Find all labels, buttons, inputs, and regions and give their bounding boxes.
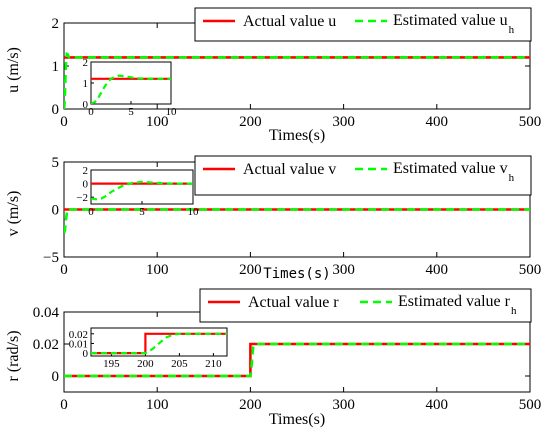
y-tick-label: 0 (52, 203, 60, 219)
inset-y-tick-label: 0 (83, 348, 89, 360)
x-axis-label: Times(s) (263, 266, 330, 282)
inset-plot: 0 5 10 −20 2 (76, 165, 199, 218)
x-tick-label: 300 (332, 397, 355, 413)
x-tick-label: 200 (239, 262, 262, 278)
x-tick-label: 300 (332, 262, 355, 278)
inset-y-tick-label: 0 (83, 99, 89, 111)
legend: Actual value u Estimated value uh (194, 7, 532, 42)
legend-label-subscript: h (509, 24, 515, 36)
series-line-estimated (64, 206, 530, 234)
inset-y-tick-label: 0.02 (69, 329, 88, 341)
x-tick-label: 400 (426, 397, 449, 413)
x-axis-label: Times(s) (269, 411, 325, 428)
y-tick-label: 2 (52, 16, 60, 32)
legend-label-estimated: Estimated value v (393, 160, 508, 177)
x-axis-label: Times(s) (269, 127, 325, 144)
inset-x-tick-label: 10 (166, 106, 178, 118)
legend-label-estimated: Estimated value u (393, 12, 508, 29)
legend: Actual value v Estimated value vh (194, 155, 532, 196)
inset-x-tick-label: 0 (88, 206, 94, 218)
inset-x-tick-label: 210 (205, 358, 222, 370)
legend-label-actual: Actual value r (248, 294, 339, 311)
inset-y-tick-label: 2 (83, 165, 89, 177)
x-tick-label: 0 (60, 114, 68, 130)
x-tick-label: 100 (146, 397, 169, 413)
legend-box (194, 155, 532, 196)
y-tick-label: 1 (52, 59, 60, 75)
legend-label-subscript: h (509, 172, 515, 184)
inset-x-tick-label: 5 (128, 106, 134, 118)
x-tick-label: 200 (239, 397, 262, 413)
y-axis-label: r (rad/s) (5, 330, 22, 381)
x-tick-label: 100 (146, 114, 169, 130)
inset-area (90, 169, 194, 205)
inset-x-tick-label: 205 (171, 358, 188, 370)
y-tick-label: 0.02 (33, 337, 59, 353)
inset-plot: 0 5 10 0 1 2 (83, 57, 178, 118)
inset-area (90, 61, 172, 105)
legend-label-actual: Actual value u (243, 13, 336, 30)
inset-y-tick-label: −2 (76, 192, 88, 204)
y-axis-label: v (m/s) (5, 191, 22, 237)
inset-x-tick-label: 5 (139, 206, 145, 218)
y-tick-label: 0.04 (33, 305, 60, 321)
y-tick-label: 0 (52, 369, 60, 385)
legend-label-actual: Actual value v (243, 161, 336, 178)
x-tick-label: 400 (426, 114, 449, 130)
inset-y-tick-label: 0.01 (69, 338, 88, 350)
subplot-3: 0 100 200 300 400 500 0 0.02 0.04 Times(s) r (rad/… (5, 288, 542, 428)
series-line-estimated (64, 342, 530, 378)
x-tick-label: 500 (519, 262, 542, 278)
y-tick-label: 5 (52, 155, 60, 171)
inset-y-tick-label: 0 (83, 179, 89, 191)
inset-area (90, 327, 228, 357)
inset-series-estimated (91, 332, 227, 355)
inset-y-tick-label: 2 (83, 57, 89, 69)
legend-box (199, 288, 532, 323)
x-tick-label: 0 (60, 262, 68, 278)
x-tick-label: 500 (519, 114, 542, 130)
legend: Actual value r Estimated value rh (199, 288, 532, 323)
legend-label-subscript: h (511, 305, 517, 317)
inset-plot: 195 200 205 210 00.010.02 (69, 327, 228, 370)
x-tick-label: 300 (332, 114, 355, 130)
legend-label-estimated: Estimated value r (398, 293, 511, 310)
inset-x-tick-label: 0 (88, 106, 94, 118)
inset-x-tick-label: 200 (137, 358, 154, 370)
y-tick-label: −5 (43, 250, 59, 266)
legend-box (194, 7, 532, 42)
inset-y-tick-label: 1 (83, 78, 89, 90)
inset-series-estimated (91, 74, 171, 104)
y-tick-label: 0 (52, 102, 60, 118)
inset-x-tick-label: 195 (103, 358, 120, 370)
x-tick-label: 500 (519, 397, 542, 413)
x-tick-label: 400 (426, 262, 449, 278)
x-tick-label: 100 (146, 262, 169, 278)
x-tick-label: 0 (60, 397, 68, 413)
series-line-estimated (64, 51, 530, 109)
x-tick-label: 200 (239, 114, 262, 130)
inset-x-tick-label: 10 (188, 206, 200, 218)
y-axis-label: u (m/s) (5, 47, 22, 93)
